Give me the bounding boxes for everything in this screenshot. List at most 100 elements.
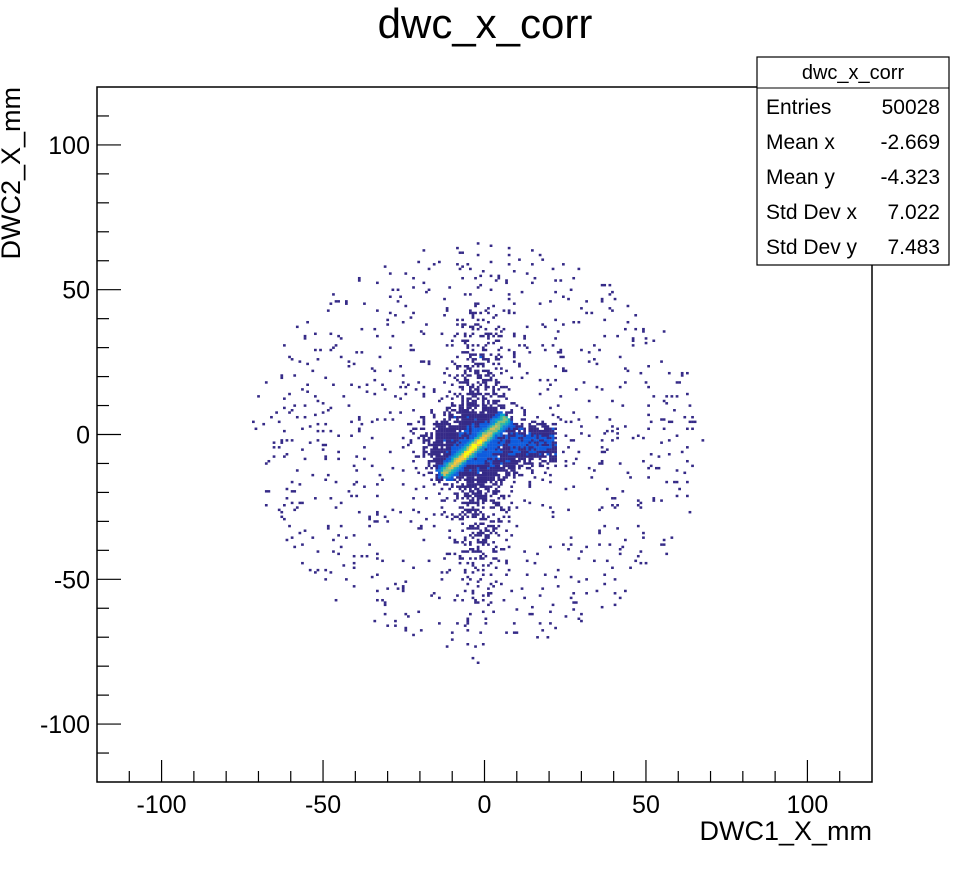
heatmap-cell — [631, 339, 635, 342]
heatmap-cell — [461, 406, 464, 410]
heatmap-cell — [481, 497, 485, 500]
heatmap-cell — [489, 443, 493, 447]
heatmap-cell — [500, 480, 503, 484]
heatmap-cell — [686, 392, 689, 396]
heatmap-cell — [445, 439, 449, 442]
heatmap-cell — [525, 573, 529, 576]
heatmap-cell — [505, 369, 508, 373]
heatmap-cell — [518, 448, 521, 451]
heatmap-cell — [474, 453, 477, 456]
x-tick-label: 50 — [632, 791, 660, 819]
heatmap-cell — [409, 316, 413, 319]
heatmap-cell — [626, 471, 630, 475]
heatmap-cell — [474, 441, 477, 444]
heatmap-cell — [489, 478, 493, 481]
heatmap-cell — [541, 453, 545, 456]
heatmap-cell — [471, 536, 475, 539]
heatmap-cell — [598, 462, 601, 465]
heatmap-cell — [456, 425, 459, 428]
heatmap-cell — [492, 434, 495, 437]
heatmap-cell — [562, 543, 565, 546]
heatmap-cell — [425, 323, 428, 326]
heatmap-cell — [600, 459, 604, 463]
heatmap-cell — [466, 422, 470, 426]
heatmap-cell — [476, 585, 480, 588]
heatmap-cell — [497, 443, 501, 447]
heatmap-cell — [453, 459, 457, 463]
heatmap-cell — [489, 455, 493, 458]
heatmap-cell — [476, 323, 480, 326]
heatmap-cell — [673, 480, 676, 484]
heatmap-cell — [479, 374, 483, 377]
heatmap-cell — [373, 369, 377, 373]
heatmap-cell — [533, 450, 537, 454]
heatmap-cell — [438, 450, 441, 454]
heatmap-cell — [489, 582, 493, 586]
heatmap-cell — [523, 550, 526, 553]
heatmap-cell — [461, 427, 464, 431]
heatmap-cell — [443, 413, 446, 417]
heatmap-cell — [479, 485, 483, 488]
heatmap-cell — [497, 485, 501, 488]
heatmap-cell — [551, 515, 555, 519]
heatmap-cell — [461, 501, 464, 505]
heatmap-cell — [624, 589, 627, 593]
heatmap-cell — [430, 471, 433, 475]
heatmap-cell — [541, 258, 545, 261]
heatmap-cell — [456, 541, 459, 544]
heatmap-cell — [443, 453, 446, 456]
heatmap-cell — [484, 420, 488, 424]
heatmap-cell — [438, 455, 441, 458]
y-axis-label: DWC2_X_mm — [0, 87, 26, 260]
heatmap-cell — [461, 422, 464, 426]
heatmap-cell — [469, 543, 472, 546]
heatmap-cell — [448, 455, 452, 458]
heatmap-cell — [463, 462, 467, 465]
heatmap-cell — [440, 513, 444, 516]
heatmap-cell — [481, 362, 485, 366]
heatmap-cell — [492, 385, 495, 389]
heatmap-cell — [502, 450, 506, 454]
heatmap-cell — [376, 557, 379, 560]
heatmap-cell — [494, 327, 498, 331]
heatmap-cell — [471, 311, 475, 315]
heatmap-cell — [474, 557, 477, 560]
heatmap-cell — [554, 464, 557, 468]
heatmap-cell — [497, 411, 501, 414]
heatmap-cell — [474, 455, 477, 458]
heatmap-cell — [466, 582, 470, 586]
heatmap-cell — [456, 441, 459, 444]
heatmap-cell — [551, 450, 555, 454]
heatmap-cell — [456, 434, 459, 437]
heatmap-cell — [494, 462, 498, 465]
heatmap-cell — [383, 418, 387, 421]
heatmap-cell — [476, 487, 480, 491]
heatmap-cell — [479, 457, 483, 461]
heatmap-cell — [404, 272, 408, 275]
heatmap-cell — [445, 409, 449, 412]
heatmap-cell — [466, 365, 470, 368]
heatmap-cell — [533, 276, 537, 280]
heatmap-cell — [450, 483, 454, 486]
heatmap-cell — [502, 457, 506, 461]
heatmap-cell — [481, 411, 485, 414]
heatmap-cell — [512, 427, 516, 431]
heatmap-cell — [492, 406, 495, 410]
heatmap-cell — [290, 536, 294, 539]
heatmap-cell — [487, 360, 490, 363]
heatmap-cell — [497, 446, 501, 449]
heatmap-cell — [283, 517, 286, 521]
heatmap-cell — [481, 450, 485, 454]
heatmap-cell — [528, 351, 532, 354]
heatmap-cell — [476, 432, 480, 435]
heatmap-cell — [471, 436, 475, 440]
heatmap-cell — [469, 425, 472, 428]
heatmap-cell — [466, 411, 470, 414]
heatmap-cell — [489, 376, 493, 380]
heatmap-cell — [564, 464, 568, 468]
heatmap-cell — [391, 508, 395, 512]
heatmap-cell — [497, 501, 501, 505]
x-tick-label: 0 — [478, 791, 492, 819]
heatmap-cell — [466, 439, 470, 442]
heatmap-cell — [355, 469, 359, 472]
